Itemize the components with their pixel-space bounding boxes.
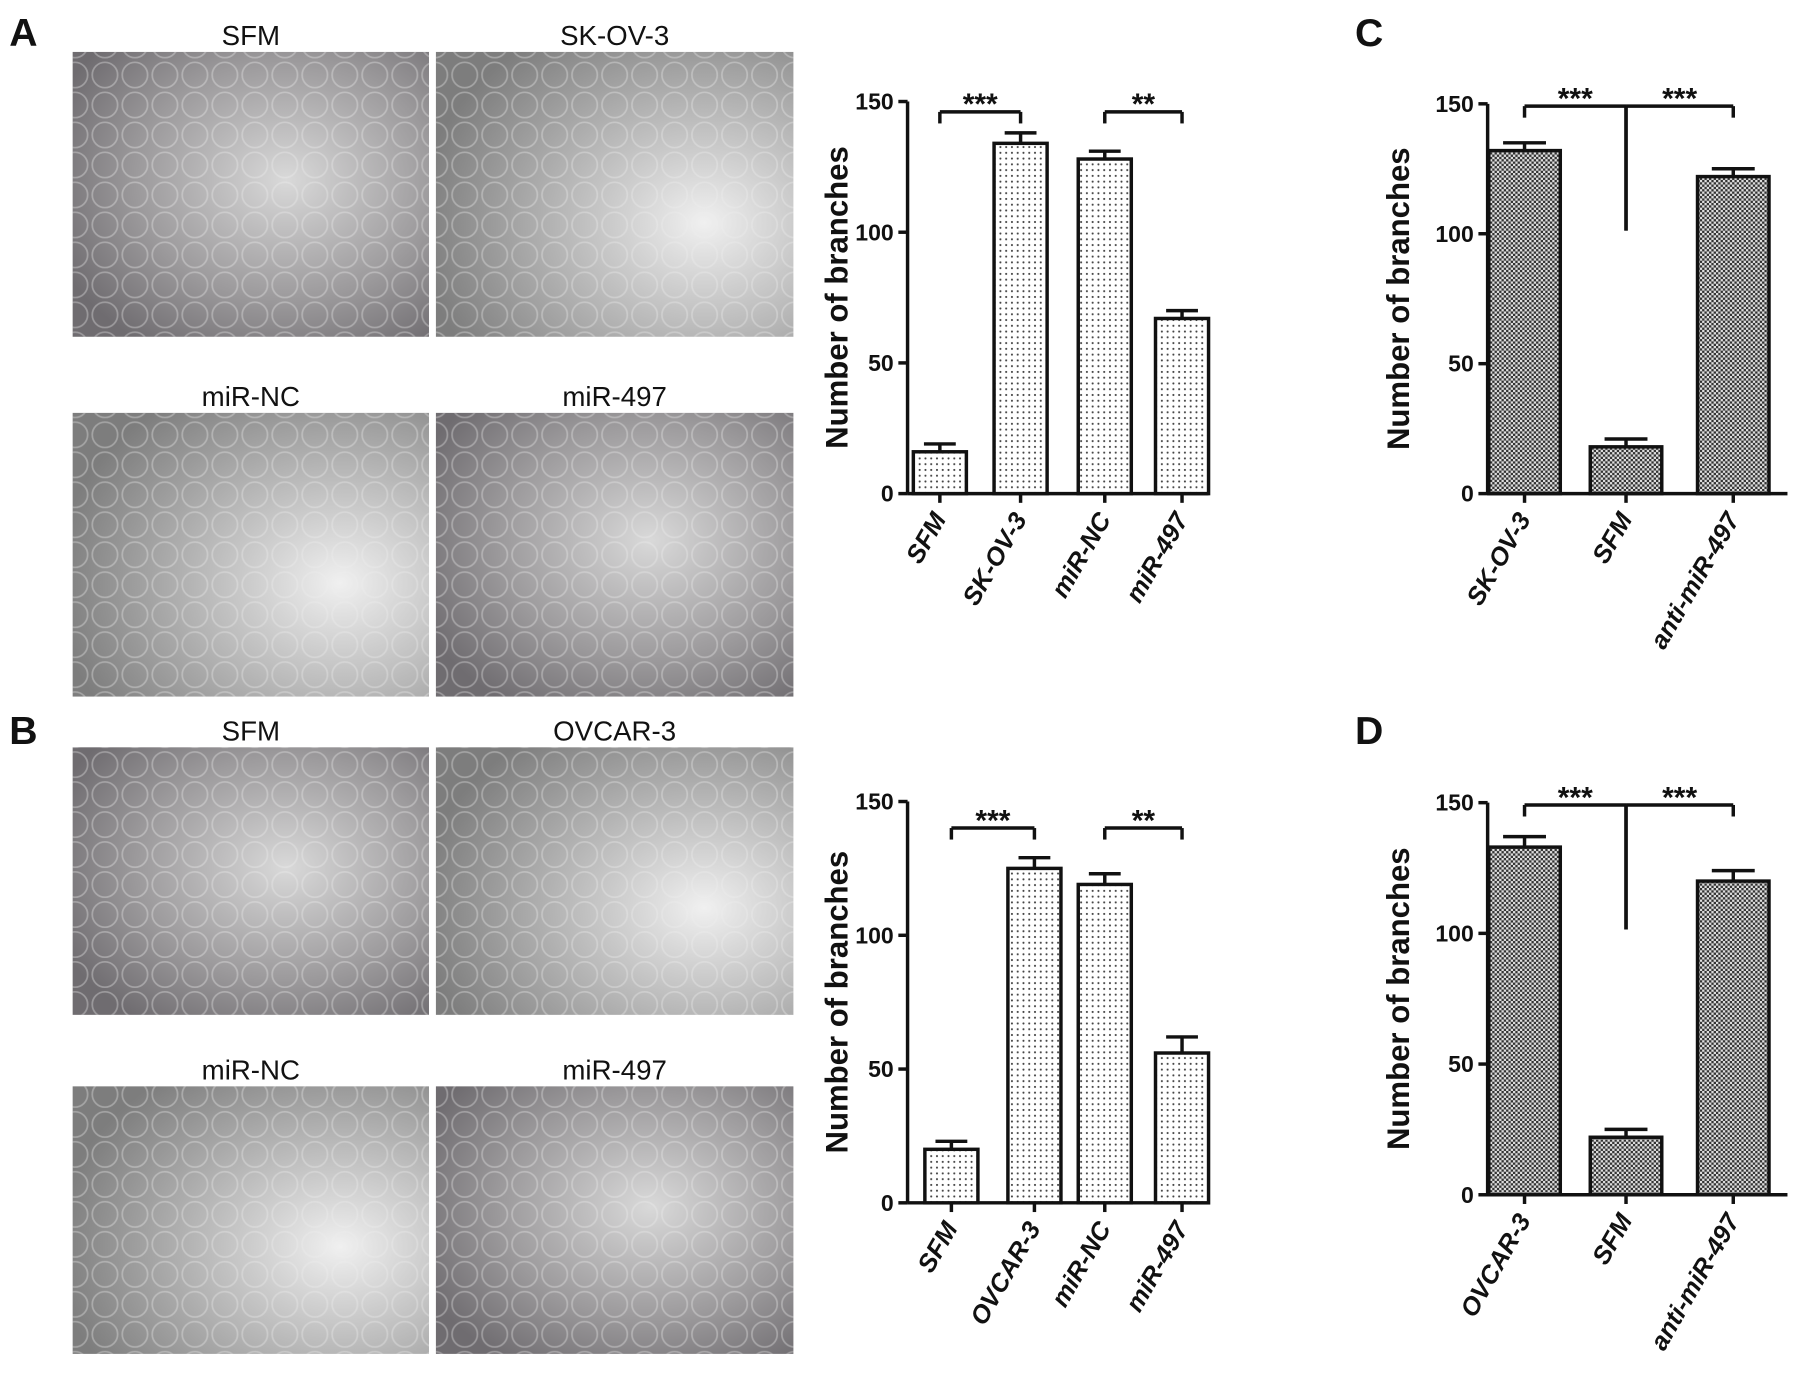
- bar: [1588, 1135, 1664, 1197]
- bar-chart: 0 50 100 150 Number of branches OVCAR-3 SFM ant…: [1381, 781, 1788, 1355]
- y-tick-label: 150: [1435, 91, 1473, 117]
- bar: [911, 450, 969, 496]
- y-axis-title: Number of branches: [1381, 847, 1416, 1150]
- micrograph: [72, 747, 429, 1015]
- micrograph-label: miR-NC: [202, 1054, 300, 1085]
- x-tick-label: miR-NC: [1046, 1217, 1117, 1312]
- bar: [1153, 316, 1211, 496]
- y-tick-label: 100: [1435, 920, 1473, 946]
- x-tick-label: anti-miR-497: [1645, 1207, 1746, 1354]
- x-tick-label: miR-497: [1121, 506, 1196, 607]
- micrograph-texture: [435, 412, 794, 697]
- micrograph: [72, 51, 429, 337]
- panel-letter: A: [9, 12, 37, 55]
- x-tick-label: anti-miR-497: [1645, 506, 1746, 653]
- micrograph-texture: [435, 1086, 794, 1354]
- y-tick-label: 0: [1461, 481, 1474, 507]
- bar: [1695, 879, 1771, 1197]
- x-tick-label: miR-497: [1121, 1216, 1196, 1317]
- bar: [1695, 174, 1771, 496]
- significance: ***: [1662, 82, 1697, 115]
- y-tick-label: 50: [868, 1056, 894, 1082]
- micrograph-texture: [435, 747, 794, 1015]
- y-tick-label: 100: [855, 219, 893, 245]
- bar: [1076, 157, 1134, 496]
- significance: ***: [1558, 82, 1593, 115]
- y-axis-title: Number of branches: [820, 851, 855, 1154]
- micrograph: [435, 747, 794, 1015]
- y-tick-label: 50: [868, 350, 894, 376]
- micrograph-label: OVCAR-3: [553, 715, 676, 746]
- micrograph: [435, 51, 794, 337]
- significance: ***: [963, 88, 998, 121]
- bar-chart: 0 50 100 150 Number of branches SK-OV-3 SFM ant…: [1381, 82, 1788, 654]
- micrograph: [435, 412, 794, 697]
- significance: ***: [1662, 781, 1697, 814]
- bar: [1006, 866, 1063, 1205]
- bar: [1487, 845, 1563, 1197]
- micrograph-label: miR-497: [562, 381, 667, 412]
- micrograph-texture: [72, 1086, 429, 1354]
- y-axis-title: Number of branches: [820, 146, 855, 449]
- x-tick-label: OVCAR-3: [1455, 1209, 1536, 1322]
- y-tick-label: 150: [1435, 790, 1473, 816]
- significance: ***: [1558, 781, 1593, 814]
- x-tick-label: OVCAR-3: [965, 1217, 1046, 1330]
- panel-letter: B: [9, 710, 37, 753]
- micrograph-label: SFM: [222, 20, 280, 51]
- significance: **: [1132, 804, 1156, 837]
- bar: [1588, 445, 1664, 496]
- micrograph-texture: [72, 51, 429, 337]
- bar: [1487, 148, 1563, 496]
- x-tick-label: SK-OV-3: [1461, 508, 1536, 610]
- y-tick-label: 50: [1448, 351, 1474, 377]
- micrograph-label: SK-OV-3: [560, 20, 669, 51]
- bar: [1076, 882, 1134, 1205]
- x-tick-label: miR-NC: [1046, 507, 1117, 602]
- micrograph-label: miR-497: [562, 1054, 667, 1085]
- y-tick-label: 150: [855, 89, 893, 115]
- x-tick-label: SFM: [1587, 507, 1638, 568]
- panel-letter: C: [1355, 12, 1383, 55]
- y-axis-title: Number of branches: [1381, 147, 1416, 450]
- micrograph-label: miR-NC: [202, 381, 300, 412]
- micrograph-texture: [435, 51, 794, 337]
- micrograph-label: SFM: [222, 715, 280, 746]
- micrograph: [435, 1086, 794, 1354]
- significance: **: [1132, 88, 1156, 121]
- significance: ***: [975, 804, 1010, 837]
- micrograph-texture: [72, 747, 429, 1015]
- x-tick-label: SK-OV-3: [957, 508, 1032, 610]
- x-tick-label: SFM: [1587, 1208, 1638, 1269]
- y-tick-label: 0: [1461, 1182, 1474, 1208]
- y-tick-label: 0: [881, 481, 894, 507]
- micrograph: [72, 412, 429, 697]
- y-tick-label: 100: [855, 922, 893, 948]
- micrograph: [72, 1086, 429, 1354]
- y-tick-label: 150: [855, 789, 893, 815]
- y-tick-label: 100: [1435, 221, 1473, 247]
- bar: [1153, 1051, 1211, 1205]
- y-tick-label: 0: [881, 1190, 894, 1216]
- y-tick-label: 50: [1448, 1051, 1474, 1077]
- bar: [992, 141, 1049, 496]
- bar: [923, 1147, 980, 1205]
- x-tick-label: SFM: [912, 1216, 963, 1277]
- x-tick-label: SFM: [901, 507, 952, 568]
- panel-letter: D: [1355, 710, 1383, 753]
- micrograph-texture: [72, 412, 429, 697]
